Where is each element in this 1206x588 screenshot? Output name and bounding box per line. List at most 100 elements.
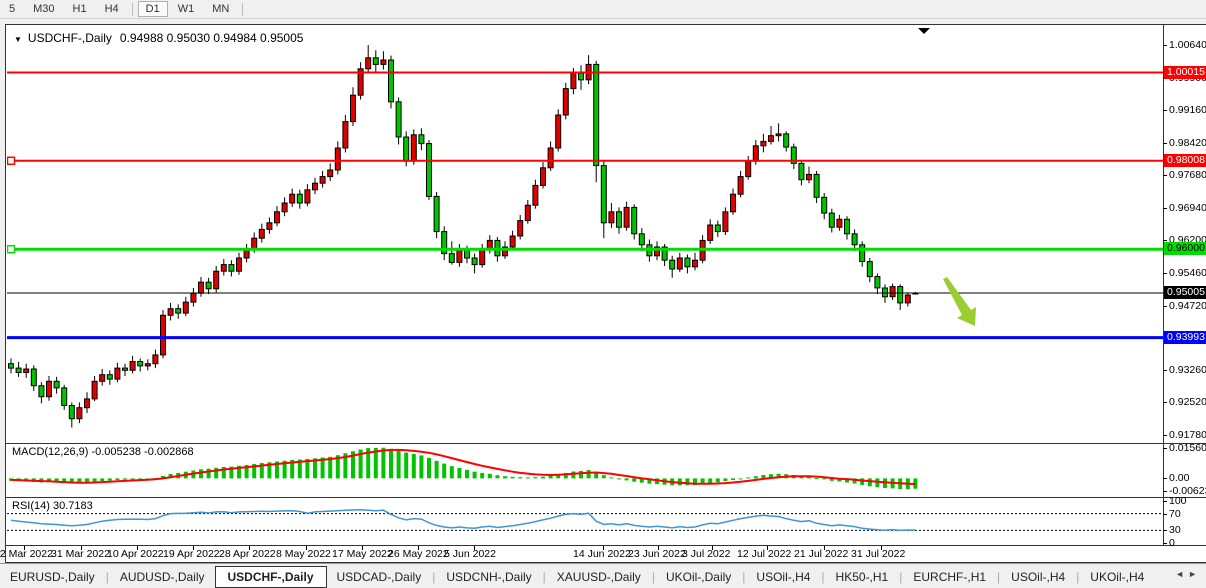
timeframe-button-h1[interactable]: H1 xyxy=(72,3,87,15)
price-tick-mark xyxy=(1163,208,1167,209)
date-tick-mark xyxy=(24,546,25,550)
tab-hk50-h1[interactable]: HK50-,H1 xyxy=(835,569,889,584)
toolbar-divider xyxy=(242,2,244,16)
tab-scroll-right-icon[interactable]: ► xyxy=(1188,569,1201,579)
chart-title: ▼ USDCHF-,Daily 0.94988 0.95030 0.94984 0.… xyxy=(14,31,303,45)
price-tick-label: 0.94720 xyxy=(1169,300,1206,312)
date-tick-label: 22 Mar 2022 xyxy=(0,548,53,560)
chart-window-left-border xyxy=(5,24,6,563)
date-tick-label: 3 Jul 2022 xyxy=(682,548,731,560)
date-tick-label: 8 May 2022 xyxy=(276,548,331,560)
date-tick-label: 28 Apr 2022 xyxy=(219,548,276,560)
timeframe-button-w1[interactable]: W1 xyxy=(177,3,195,15)
price-line-label: 0.93993 xyxy=(1164,331,1206,344)
tab-usdchf-daily[interactable]: USDCHF-,Daily xyxy=(214,565,327,588)
rsi-tick-mark xyxy=(1163,530,1167,531)
price-tick-mark xyxy=(1163,175,1167,176)
tab-usoil-h4[interactable]: USOil-,H4 xyxy=(756,569,811,584)
rsi-tick-label: 70 xyxy=(1169,508,1181,520)
tab-ukoil-daily[interactable]: UKOil-,Daily xyxy=(665,569,732,584)
tab-usdcad-daily[interactable]: USDCAD-,Daily xyxy=(336,569,422,584)
tab-separator: | xyxy=(432,569,436,584)
tab-audusd-daily[interactable]: AUDUSD-,Daily xyxy=(119,569,205,584)
date-tick-mark xyxy=(137,546,138,550)
candles-layer xyxy=(8,45,919,428)
macd-signal-line xyxy=(10,448,916,485)
date-tick-mark xyxy=(249,546,250,550)
price-line-label: 0.95005 xyxy=(1164,286,1206,299)
date-tick-mark xyxy=(474,546,475,550)
price-tick-mark xyxy=(1163,370,1167,371)
tab-separator: | xyxy=(821,569,825,584)
date-tick-mark xyxy=(418,546,419,550)
price-tick-mark xyxy=(1163,402,1167,403)
date-tick-mark xyxy=(824,546,825,550)
price-tick-label: 0.93260 xyxy=(1169,364,1206,376)
timeframe-button-d1[interactable]: D1 xyxy=(137,1,168,17)
tab-ukoil-h4[interactable]: UKOil-,H4 xyxy=(1090,569,1145,584)
tab-usdcnh-daily[interactable]: USDCNH-,Daily xyxy=(446,569,532,584)
date-tick-label: 12 Jul 2022 xyxy=(737,548,792,560)
price-tick-label: 0.99160 xyxy=(1169,104,1206,116)
current-bar-marker-icon xyxy=(918,28,930,34)
horizontal-lines-layer xyxy=(7,71,1163,340)
macd-tick-label: -0.00623 xyxy=(1169,485,1206,497)
date-tick-label: 19 Apr 2022 xyxy=(163,548,220,560)
price-tick-mark xyxy=(1163,45,1167,46)
price-tick-mark xyxy=(1163,110,1167,111)
rsi-pane-separator[interactable] xyxy=(5,497,1206,498)
ohlc-quote: 0.94988 0.95030 0.94984 0.95005 xyxy=(119,31,304,45)
price-tick-mark xyxy=(1163,273,1167,274)
tab-separator: | xyxy=(742,569,746,584)
price-chart-pane[interactable] xyxy=(7,28,1163,443)
chart-window-top-border xyxy=(5,24,1206,25)
date-tick-label: 14 Jun 2022 xyxy=(573,548,631,560)
tab-eurusd-daily[interactable]: EURUSD-,Daily xyxy=(10,569,95,584)
date-tick-label: 5 Jun 2022 xyxy=(444,548,496,560)
macd-pane-separator[interactable] xyxy=(5,443,1206,444)
price-tick-mark xyxy=(1163,435,1167,436)
tab-separator: | xyxy=(997,569,1001,584)
tab-usoil-h4[interactable]: USOil-,H4 xyxy=(1011,569,1066,584)
timeframe-button-mn[interactable]: MN xyxy=(212,3,230,15)
down-arrow-annotation-icon xyxy=(943,277,976,326)
tab-scroll-left-icon[interactable]: ◄ xyxy=(1175,569,1189,579)
timeframe-button-m30[interactable]: M30 xyxy=(33,3,55,15)
tab-separator: | xyxy=(651,569,655,584)
price-tick-label: 0.97680 xyxy=(1169,169,1206,181)
macd-pane[interactable] xyxy=(7,444,1163,497)
date-tick-mark xyxy=(306,546,307,550)
price-line-label: 1.00015 xyxy=(1164,66,1206,79)
timeframe-button-h4[interactable]: H4 xyxy=(104,3,119,15)
chart-tab-bar: EURUSD-,Daily | AUDUSD-,Daily USDCHF-,Daily… xyxy=(0,563,1206,588)
tab-scroll-buttons: ◄► xyxy=(1175,569,1201,579)
price-tick-label: 0.96940 xyxy=(1169,202,1206,214)
price-tick-label: 0.95460 xyxy=(1169,267,1206,279)
rsi-tick-mark xyxy=(1163,543,1167,544)
tab-separator: | xyxy=(105,569,109,584)
date-tick-label: 31 Jul 2022 xyxy=(851,548,906,560)
tab-separator: | xyxy=(542,569,546,584)
tab-eurchf-h1[interactable]: EURCHF-,H1 xyxy=(913,569,987,584)
price-tick-mark xyxy=(1163,143,1167,144)
date-tick-label: 10 Apr 2022 xyxy=(107,548,164,560)
macd-tick-mark xyxy=(1163,491,1167,492)
macd-tick-mark xyxy=(1163,478,1167,479)
toolbar-divider xyxy=(131,2,133,16)
tab-separator: | xyxy=(1076,569,1080,584)
macd-tick-label: 0.015605 xyxy=(1169,442,1206,454)
price-tick-label: 0.91780 xyxy=(1169,429,1206,441)
timeframe-button-5[interactable]: 5 xyxy=(9,3,16,15)
tab-xauusd-daily[interactable]: XAUUSD-,Daily xyxy=(556,569,641,584)
symbol-dropdown-icon[interactable]: ▼ xyxy=(14,35,22,44)
price-tick-label: 0.98420 xyxy=(1169,137,1206,149)
date-tick-mark xyxy=(193,546,194,550)
rsi-tick-label: 30 xyxy=(1169,524,1181,536)
tab-separator: | xyxy=(899,569,903,584)
date-tick-mark xyxy=(362,546,363,550)
rsi-tick-mark xyxy=(1163,501,1167,502)
price-tick-mark xyxy=(1163,240,1167,241)
price-tick-label: 1.00640 xyxy=(1169,39,1206,51)
rsi-pane[interactable] xyxy=(7,498,1163,545)
